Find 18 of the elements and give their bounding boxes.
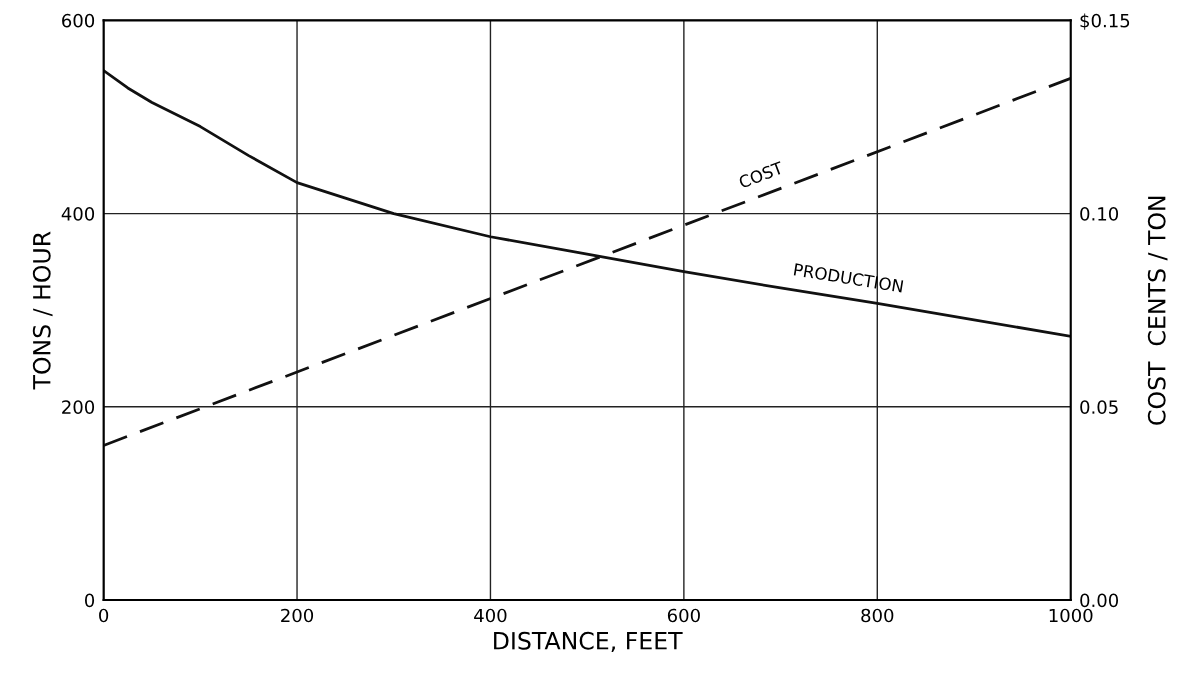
y-tick-label: 600 bbox=[62, 13, 95, 28]
y-tick-label: 200 bbox=[62, 400, 95, 414]
y2-tick-label: $0.15 bbox=[1080, 13, 1130, 30]
x-tick-label: 400 bbox=[474, 608, 507, 623]
y-tick-label: 400 bbox=[61, 207, 95, 221]
x-tick-label: 1000 bbox=[1049, 608, 1093, 623]
x-tick-label: 0 bbox=[99, 608, 109, 623]
x-axis-title: DISTANCE, FEET bbox=[494, 631, 683, 653]
x-tick-label: 600 bbox=[667, 608, 700, 623]
y-axis-title: TONS / HOUR bbox=[32, 231, 53, 390]
y2-tick-label: 0.00 bbox=[1080, 593, 1119, 608]
x-tick-label: 200 bbox=[281, 608, 314, 623]
y2-tick-label: 0.05 bbox=[1080, 400, 1118, 414]
y2-axis-title: COST CENTS / TON bbox=[1147, 196, 1168, 425]
y2-tick-label: 0.10 bbox=[1080, 207, 1119, 221]
x-tick-label: 800 bbox=[861, 608, 894, 623]
y-tick-label: 0 bbox=[84, 593, 95, 608]
text: COST bbox=[738, 160, 785, 189]
